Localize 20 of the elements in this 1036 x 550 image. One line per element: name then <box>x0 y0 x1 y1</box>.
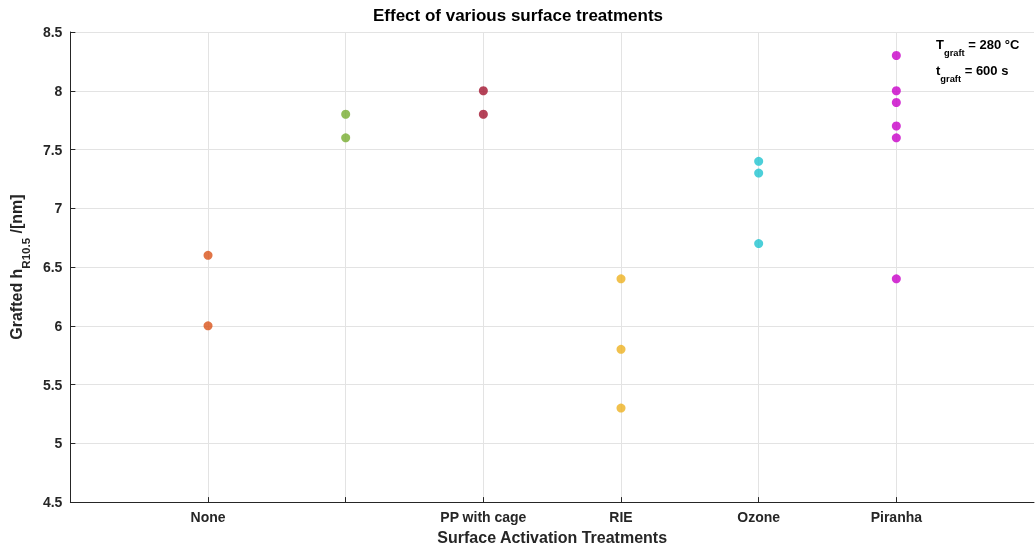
x-axis-title: Surface Activation Treatments <box>437 528 668 546</box>
y-tick-label: 8 <box>54 82 63 99</box>
y-tick-label: 6 <box>54 317 63 334</box>
x-tick-label: Ozone <box>737 509 781 526</box>
y-axis-title: Grafted hR10.5 /[nm] <box>7 194 32 340</box>
x-tick-label: PP with cage <box>440 509 527 526</box>
point <box>891 133 901 143</box>
x-tick-label: None <box>190 509 226 526</box>
y-tick-label: 6.5 <box>42 259 63 276</box>
y-tick-label: 5 <box>54 435 63 452</box>
chart-title: Effect of various surface treatments <box>372 6 664 25</box>
point <box>891 274 901 284</box>
y-tick-label: 4.5 <box>42 494 63 511</box>
y-tick-label: 5.5 <box>42 376 63 393</box>
y-tick-label: 7.5 <box>42 141 63 158</box>
point <box>891 121 901 131</box>
x-tick-label: RIE <box>609 509 633 526</box>
x-tick-label: Piranha <box>870 509 923 526</box>
y-tick-label: 7 <box>54 200 63 217</box>
y-tick-label: 8.5 <box>42 24 63 40</box>
